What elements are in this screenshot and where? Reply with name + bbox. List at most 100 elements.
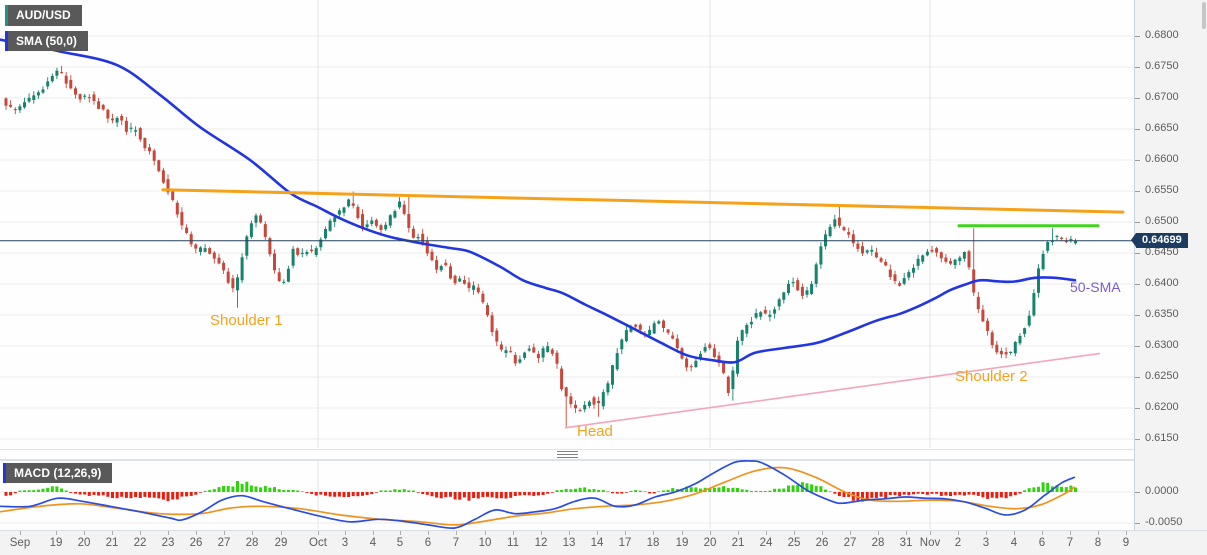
- price-axis-label: 0.6550: [1145, 184, 1179, 196]
- time-axis-tick: [986, 531, 987, 535]
- price-axis-tick: [1135, 438, 1140, 440]
- time-axis-label: 23: [161, 537, 175, 549]
- price-axis-label: 0.6800: [1145, 29, 1179, 41]
- price-axis-label: 0.6350: [1145, 308, 1179, 320]
- scrollbar-thumb[interactable]: [1202, 2, 1206, 29]
- price-axis-label: 0.6200: [1145, 401, 1179, 413]
- price-axis-label: 0.6750: [1145, 60, 1179, 72]
- time-axis-tick: [794, 531, 795, 535]
- price-axis-tick: [1135, 491, 1140, 493]
- time-axis-label: 9: [1122, 537, 1130, 549]
- time-axis[interactable]: Sep 19 20 21 22 23 26 27 28 29 Oct 3 4 5 6 7 10 11 12 13 14 1…: [0, 530, 1207, 555]
- time-axis-label: 2: [954, 537, 962, 549]
- divider-grip-icon[interactable]: [557, 451, 578, 459]
- price-axis-label: 0.6500: [1145, 215, 1179, 227]
- time-axis-tick: [373, 531, 374, 535]
- time-axis-label: 26: [815, 537, 829, 549]
- time-axis-tick: [428, 531, 429, 535]
- time-axis-label: 19: [49, 537, 63, 549]
- time-axis-tick: [400, 531, 401, 535]
- time-axis-tick: [1126, 531, 1127, 535]
- head-annotation[interactable]: Head: [577, 423, 613, 440]
- time-axis-label: 31: [899, 537, 913, 549]
- time-axis-label: 13: [562, 537, 576, 549]
- price-axis-label: 0.0000: [1145, 485, 1179, 497]
- macd-indicator-badge[interactable]: MACD (12,26,9): [3, 463, 113, 483]
- time-axis-label: 4: [369, 537, 377, 549]
- time-axis-tick: [878, 531, 879, 535]
- time-axis-label: 26: [189, 537, 203, 549]
- time-axis-label: 4: [1010, 537, 1018, 549]
- time-axis-tick: [485, 531, 486, 535]
- price-axis-label: 0.6700: [1145, 91, 1179, 103]
- time-axis-tick: [906, 531, 907, 535]
- time-axis-tick: [1042, 531, 1043, 535]
- time-axis-tick: [766, 531, 767, 535]
- price-axis-label: 0.6450: [1145, 246, 1179, 258]
- price-axis-label: -0.0050: [1145, 516, 1183, 528]
- time-axis-tick: [56, 531, 57, 535]
- current-price-badge: 0.64699: [1131, 233, 1188, 248]
- shoulder2-annotation[interactable]: Shoulder 2: [955, 368, 1028, 385]
- time-axis-tick: [252, 531, 253, 535]
- sma-label-annotation[interactable]: 50-SMA: [1070, 279, 1121, 295]
- time-axis-tick: [281, 531, 282, 535]
- sma-indicator-badge[interactable]: SMA (50,0): [5, 31, 88, 51]
- price-axis-tick: [1135, 283, 1140, 285]
- time-axis-label: 21: [731, 537, 745, 549]
- time-axis-tick: [1098, 531, 1099, 535]
- price-axis-tick: [1135, 35, 1140, 37]
- time-axis-tick: [84, 531, 85, 535]
- time-axis-label: 10: [478, 537, 492, 549]
- time-axis-label: 17: [618, 537, 632, 549]
- time-axis-label: 11: [507, 537, 519, 549]
- price-axis-tick: [1135, 66, 1140, 68]
- time-axis-tick: [625, 531, 626, 535]
- price-axis-tick: [1135, 376, 1140, 378]
- time-axis-tick: [738, 531, 739, 535]
- price-axis-tick: [1135, 314, 1140, 316]
- time-axis-tick: [20, 531, 21, 535]
- time-axis-tick: [1014, 531, 1015, 535]
- price-axis-tick: [1135, 128, 1140, 130]
- price-axis[interactable]: 0.6800 0.6750 0.6700 0.6650 0.6600 0.6550 0.65…: [1135, 0, 1207, 555]
- macd-plot[interactable]: [0, 460, 1134, 529]
- time-axis-label: 3: [982, 537, 990, 549]
- price-axis-tick: [1135, 159, 1140, 161]
- time-axis-tick: [196, 531, 197, 535]
- time-axis-label: 29: [274, 537, 288, 549]
- time-axis-label: 27: [217, 537, 231, 549]
- time-axis-tick: [513, 531, 514, 535]
- time-axis-label: Sep: [9, 537, 31, 549]
- time-axis-tick: [958, 531, 959, 535]
- time-axis-tick: [224, 531, 225, 535]
- time-axis-tick: [682, 531, 683, 535]
- time-axis-tick: [597, 531, 598, 535]
- time-axis-tick: [541, 531, 542, 535]
- time-axis-tick: [569, 531, 570, 535]
- time-axis-tick: [112, 531, 113, 535]
- time-axis-label: 7: [1066, 537, 1074, 549]
- price-axis-label: 0.6400: [1145, 277, 1179, 289]
- price-axis-label: 0.6300: [1145, 339, 1179, 351]
- price-axis-tick: [1135, 252, 1140, 254]
- time-axis-label: 28: [871, 537, 885, 549]
- time-axis-tick: [710, 531, 711, 535]
- time-axis-tick: [345, 531, 346, 535]
- time-axis-label: 25: [787, 537, 801, 549]
- price-axis-tick: [1135, 345, 1140, 347]
- price-axis-tick: [1135, 221, 1140, 223]
- time-axis-label: 6: [1038, 537, 1046, 549]
- time-axis-tick: [456, 531, 457, 535]
- time-axis-tick: [930, 531, 931, 535]
- price-axis-label: 0.6600: [1145, 153, 1179, 165]
- time-axis-label: 21: [105, 537, 119, 549]
- price-axis-label: 0.6150: [1145, 432, 1179, 444]
- symbol-badge: AUD/USD: [5, 5, 82, 26]
- time-axis-label: Nov: [919, 537, 941, 549]
- time-axis-label: 7: [452, 537, 460, 549]
- price-axis-label: 0.6250: [1145, 370, 1179, 382]
- shoulder1-annotation[interactable]: Shoulder 1: [210, 312, 283, 329]
- price-axis-label: 0.6650: [1145, 122, 1179, 134]
